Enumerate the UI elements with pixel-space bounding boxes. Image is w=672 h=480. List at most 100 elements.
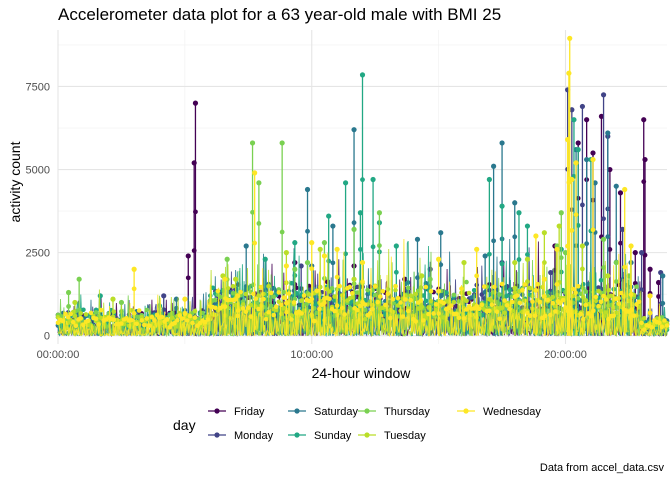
data-point <box>271 294 277 300</box>
peak-point <box>298 263 304 269</box>
data-point <box>509 299 515 305</box>
data-point <box>350 290 355 296</box>
peak-point <box>321 240 328 246</box>
legend-item-saturday: Saturday <box>288 406 359 418</box>
chart-caption: Data from accel_data.csv <box>540 462 665 474</box>
peak-point <box>370 176 376 183</box>
data-point <box>365 287 370 293</box>
data-point <box>78 316 84 321</box>
data-point <box>441 300 447 306</box>
data-point <box>98 307 104 313</box>
data-point <box>499 261 505 267</box>
data-point <box>611 313 616 319</box>
x-axis-title: 24-hour window <box>312 365 412 381</box>
data-point <box>634 284 639 290</box>
data-point <box>192 315 198 320</box>
legend-item-tuesday: Tuesday <box>358 430 426 442</box>
peak-point <box>565 137 571 143</box>
data-point <box>423 298 429 304</box>
data-point <box>372 284 378 289</box>
data-point <box>144 307 150 313</box>
data-point <box>355 307 360 313</box>
legend-key-point <box>294 432 300 438</box>
data-point <box>305 228 310 234</box>
data-point <box>596 303 601 309</box>
peak-point <box>224 256 230 262</box>
legend-label: Friday <box>234 406 265 418</box>
data-point <box>405 308 411 314</box>
peak-point <box>72 299 78 306</box>
tick-layer: 00:00:00 10:00:00 20:00:00 0 2500 5000 7500 <box>26 81 587 361</box>
data-point <box>395 303 401 308</box>
data-point <box>631 313 637 319</box>
data-point <box>507 287 512 293</box>
data-point <box>88 310 94 316</box>
peak-point <box>309 240 315 246</box>
data-point <box>622 264 628 270</box>
data-point <box>322 296 327 302</box>
data-point <box>554 281 560 287</box>
data-point <box>268 303 274 309</box>
data-point <box>507 306 512 312</box>
data-point <box>139 318 144 323</box>
peak-point <box>571 117 577 123</box>
data-point <box>583 289 589 294</box>
legend-key-point <box>364 432 370 438</box>
data-point <box>289 280 294 286</box>
data-point <box>167 325 172 330</box>
peak-point <box>524 256 531 262</box>
data-point <box>360 299 365 305</box>
data-point <box>233 297 238 302</box>
peak-point <box>304 186 311 193</box>
data-point <box>252 240 258 246</box>
data-point <box>413 319 419 324</box>
peak-point <box>575 140 581 146</box>
data-point <box>317 284 323 290</box>
data-point <box>60 318 66 324</box>
peak-point <box>436 256 442 262</box>
peak-point <box>598 113 605 119</box>
data-point <box>426 311 431 317</box>
data-point <box>550 294 556 300</box>
peak-point <box>233 276 239 282</box>
peak-point <box>110 296 116 302</box>
peak-point <box>641 117 647 123</box>
data-point <box>250 209 255 215</box>
data-point <box>451 299 457 305</box>
data-point <box>222 304 228 310</box>
data-point <box>129 318 134 323</box>
peak-point <box>292 240 298 246</box>
data-point <box>256 293 261 299</box>
peak-point <box>558 210 564 216</box>
y-axis-title: activity count <box>7 141 23 222</box>
peak-point <box>262 256 268 262</box>
data-point <box>180 316 185 321</box>
data-point <box>596 288 601 294</box>
data-point <box>299 298 304 303</box>
data-point <box>660 300 666 306</box>
x-tick-label: 20:00:00 <box>544 349 587 361</box>
data-point <box>584 241 590 247</box>
data-point <box>243 291 249 297</box>
data-point <box>464 307 469 312</box>
data-point <box>603 297 609 302</box>
peak-point <box>161 293 167 299</box>
data-point <box>619 290 624 296</box>
data-point <box>230 284 236 289</box>
peak-point <box>474 246 480 252</box>
data-point <box>499 305 505 311</box>
data-point <box>93 310 99 315</box>
data-point <box>233 302 239 308</box>
legend-item-monday: Monday <box>208 430 274 442</box>
data-point <box>491 238 497 244</box>
peak-point <box>607 166 613 173</box>
peak-point <box>357 210 363 216</box>
data-point <box>159 314 165 320</box>
data-point <box>357 303 363 309</box>
data-point <box>474 273 480 279</box>
data-point <box>357 246 363 252</box>
legend-label: Tuesday <box>384 430 426 442</box>
legend-label: Thursday <box>384 406 430 418</box>
data-point <box>428 288 434 294</box>
data-point <box>530 306 535 312</box>
